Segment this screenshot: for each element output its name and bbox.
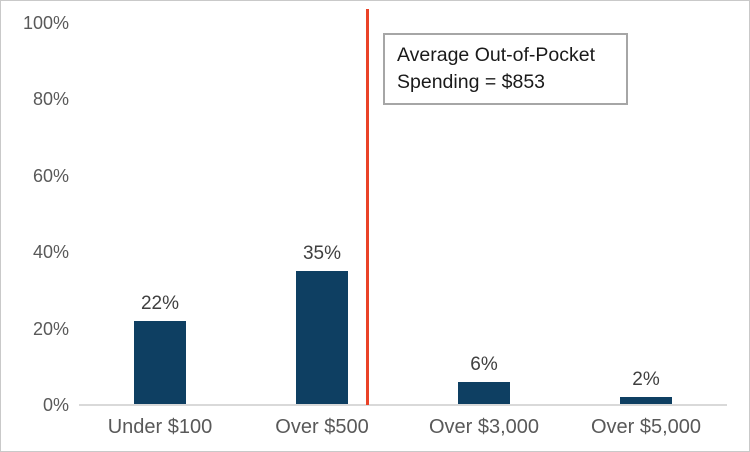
x-axis-category-label: Over $500: [275, 416, 369, 438]
average-spending-line: [366, 9, 369, 405]
y-axis-tick-label: 20%: [32, 318, 69, 339]
bar: [458, 382, 510, 405]
bar-value-label: 35%: [302, 243, 342, 265]
x-axis-category-label: Over $5,000: [590, 416, 702, 438]
bar-value-label: 6%: [470, 354, 498, 376]
bar: [620, 397, 672, 405]
y-axis-tick-label: 0%: [42, 395, 69, 415]
bar-value-label: 22%: [140, 292, 180, 314]
annotation-text: Average Out-of-Pocket Spending = $853: [397, 44, 595, 93]
x-axis-category-label: Under $100: [107, 416, 213, 438]
y-axis-tick-label: 80%: [32, 89, 69, 110]
annotation-box: Average Out-of-Pocket Spending = $853: [383, 33, 628, 105]
y-axis-tick-label: 60%: [32, 165, 69, 186]
bar: [134, 320, 186, 405]
bar-value-label: 2%: [632, 369, 660, 391]
y-axis-tick-label: 100%: [22, 13, 69, 33]
x-axis-line: [79, 404, 727, 406]
x-axis-category-label: Over $3,000: [428, 416, 540, 438]
y-axis-tick-label: 40%: [32, 242, 69, 263]
bar: [296, 271, 348, 405]
